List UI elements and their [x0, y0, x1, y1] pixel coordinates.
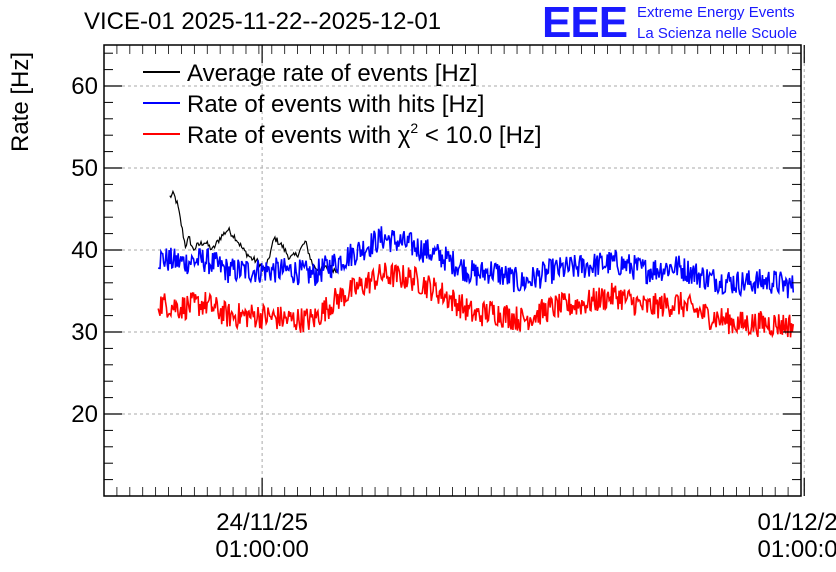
legend-label-post: < 10.0 [Hz] [418, 122, 541, 149]
legend-label: Rate of events with hits [Hz] [187, 91, 484, 118]
eee-logo: EEE [542, 0, 628, 47]
x-tick-label-date: 24/11/25 [216, 509, 308, 536]
legend-label: Average rate of events [Hz] [187, 60, 477, 87]
grid-lines [104, 45, 805, 496]
y-axis-label: Rate [Hz] [7, 52, 34, 152]
y-tick-label: 50 [71, 155, 98, 182]
logo-line-1: Extreme Energy Events [637, 4, 795, 21]
y-tick-label: 60 [71, 73, 98, 100]
y-tick-label: 30 [71, 319, 98, 346]
legend: Average rate of events [Hz] Rate of event… [143, 60, 542, 149]
logo-line-2: La Scienza nelle Scuole [637, 25, 798, 42]
legend-label: Rate of events with χ2 < 10.0 [Hz] [187, 120, 542, 149]
y-tick-label: 40 [71, 237, 98, 264]
x-tick-label-time: 01:00:00 [215, 536, 308, 563]
x-tick-label-time: 01:00:00 [758, 536, 836, 563]
legend-label-sup: 2 [410, 120, 418, 136]
series-line-0 [169, 189, 337, 274]
series-line-1 [157, 226, 795, 299]
axis-ticks: 203040506024/11/2501:00:0001/12/2501:00:… [71, 45, 836, 563]
series-layer [157, 189, 795, 339]
series-line-2 [157, 262, 795, 339]
legend-label-pre: Rate of events with χ [187, 122, 411, 149]
x-tick-label-date: 01/12/25 [758, 509, 836, 536]
page-title: VICE-01 2025-11-22--2025-12-01 [84, 8, 442, 35]
y-tick-label: 20 [71, 401, 98, 428]
